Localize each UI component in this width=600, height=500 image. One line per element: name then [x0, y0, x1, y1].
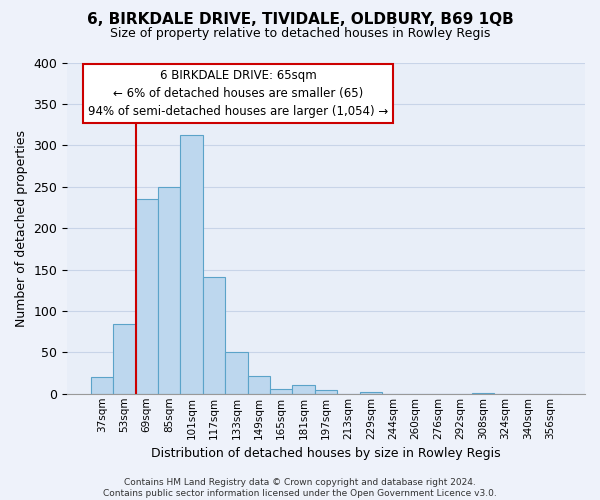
Bar — [181, 134, 203, 394]
Y-axis label: Number of detached properties: Number of detached properties — [15, 130, 28, 326]
Bar — [472, 393, 494, 394]
Text: 6, BIRKDALE DRIVE, TIVIDALE, OLDBURY, B69 1QB: 6, BIRKDALE DRIVE, TIVIDALE, OLDBURY, B6… — [86, 12, 514, 28]
Text: 6 BIRKDALE DRIVE: 65sqm
← 6% of detached houses are smaller (65)
94% of semi-det: 6 BIRKDALE DRIVE: 65sqm ← 6% of detached… — [88, 69, 388, 118]
Bar — [360, 392, 382, 394]
Bar — [91, 377, 113, 394]
Bar — [136, 199, 158, 394]
Bar — [158, 186, 181, 394]
Bar — [292, 384, 315, 394]
Bar — [270, 389, 292, 394]
Bar — [113, 324, 136, 394]
Bar — [315, 390, 337, 394]
Text: Contains HM Land Registry data © Crown copyright and database right 2024.
Contai: Contains HM Land Registry data © Crown c… — [103, 478, 497, 498]
X-axis label: Distribution of detached houses by size in Rowley Regis: Distribution of detached houses by size … — [151, 447, 501, 460]
Bar — [225, 352, 248, 394]
Bar — [248, 376, 270, 394]
Text: Size of property relative to detached houses in Rowley Regis: Size of property relative to detached ho… — [110, 28, 490, 40]
Bar — [203, 277, 225, 394]
